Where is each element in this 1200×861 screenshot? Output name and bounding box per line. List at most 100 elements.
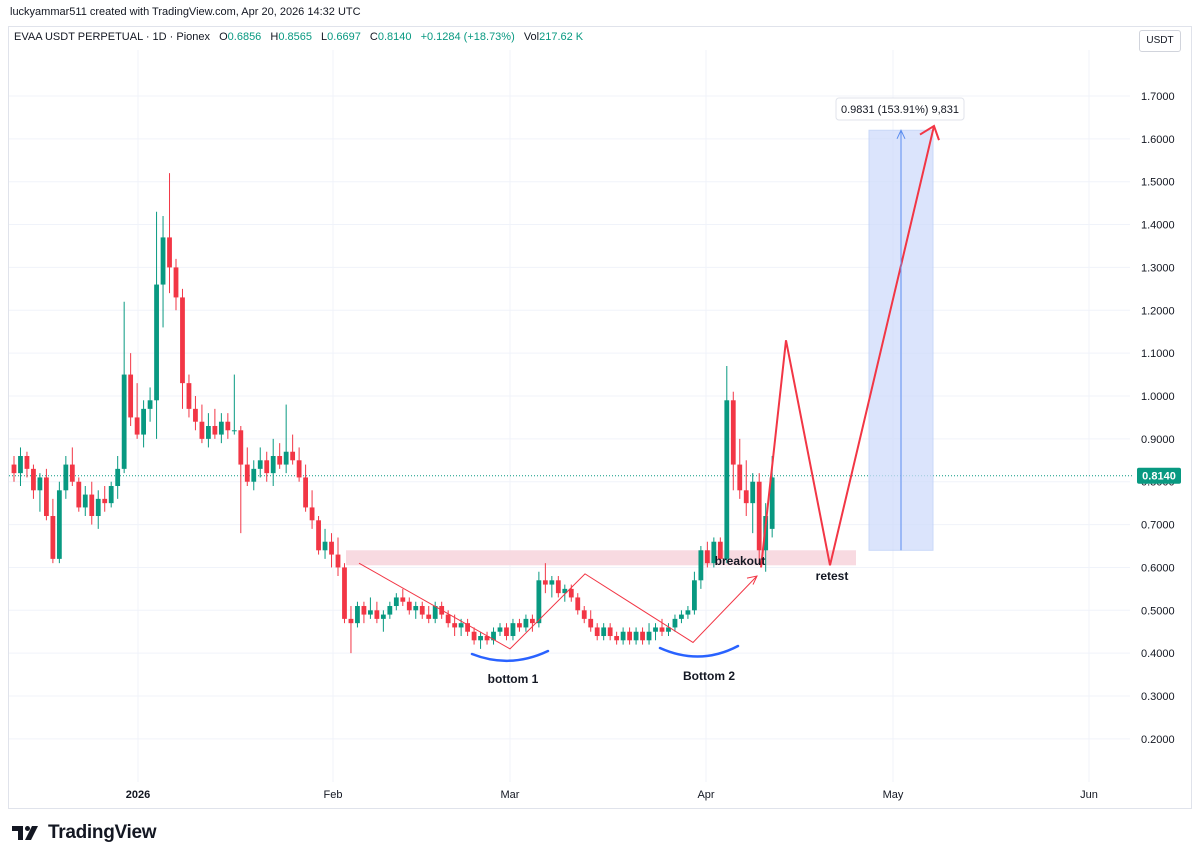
currency-button[interactable]: USDT xyxy=(1139,30,1181,52)
candle-body xyxy=(303,477,308,508)
candle-body xyxy=(238,430,244,465)
candle-body xyxy=(108,486,114,504)
candle-body xyxy=(128,374,134,418)
open-value: 0.6856 xyxy=(227,31,262,43)
chart-credit: luckyammar511 created with TradingView.c… xyxy=(10,6,361,18)
candle-body xyxy=(685,610,691,615)
logo-text: TradingView xyxy=(48,822,157,843)
candle-body xyxy=(737,464,743,491)
candle-body xyxy=(432,606,438,619)
candle-body xyxy=(400,597,406,602)
candle-body xyxy=(374,610,380,619)
candle-body xyxy=(102,498,108,504)
candle-body xyxy=(530,618,535,624)
candle-body xyxy=(193,408,198,422)
candle-body xyxy=(296,460,302,478)
retest-label: retest xyxy=(816,569,849,583)
candle-body xyxy=(620,631,626,641)
candle-body xyxy=(50,516,56,559)
low-value: 0.6697 xyxy=(327,31,361,43)
candle-body xyxy=(692,580,697,611)
candle-body xyxy=(277,456,283,465)
y-tick-label: 0.3000 xyxy=(1141,691,1175,703)
y-tick-label: 1.1000 xyxy=(1141,348,1175,360)
candle-body xyxy=(711,541,717,564)
change-value: +0.1284 (+18.73%) xyxy=(420,31,515,43)
candle-body xyxy=(180,297,185,384)
breakout-label: breakout xyxy=(715,554,766,568)
y-tick-label: 0.2000 xyxy=(1141,734,1175,746)
candle-body xyxy=(536,580,542,624)
candle-body xyxy=(413,606,419,611)
candle-body xyxy=(730,400,736,465)
x-tick-label: Feb xyxy=(324,789,343,801)
candle-body xyxy=(523,618,529,628)
candle-body xyxy=(743,490,749,504)
candle-body xyxy=(478,636,483,641)
y-tick-label: 0.6000 xyxy=(1141,562,1175,574)
candle-body xyxy=(368,610,373,615)
candle-body xyxy=(601,627,607,637)
projection-path xyxy=(760,125,935,568)
low-label: L xyxy=(321,31,328,43)
candle-body xyxy=(134,417,140,435)
candle-body xyxy=(562,588,568,594)
candle-body xyxy=(147,400,153,409)
candle-body xyxy=(471,631,477,641)
candle-body xyxy=(406,601,412,611)
tradingview-logo[interactable]: TradingView xyxy=(12,822,157,844)
candle-body xyxy=(329,541,334,555)
candle-body xyxy=(283,451,289,465)
candle-body xyxy=(264,460,270,474)
candle-body xyxy=(659,627,665,632)
candle-body xyxy=(458,623,464,628)
candle-body xyxy=(581,610,587,619)
candle-body xyxy=(756,481,762,551)
candle-body xyxy=(510,623,516,637)
target-label: 0.9831 (153.91%) 9,831 xyxy=(841,104,959,116)
candle-body xyxy=(44,477,49,517)
bottom2-label: Bottom 2 xyxy=(683,669,735,683)
y-tick-label: 1.4000 xyxy=(1141,220,1175,232)
candle-body xyxy=(361,606,367,615)
candle-body xyxy=(206,426,211,439)
candle-body xyxy=(704,550,710,564)
candle-body xyxy=(646,631,652,641)
symbol-name: EVAA USDT PERPETUAL · 1D · Pionex xyxy=(14,31,211,43)
candle-body xyxy=(698,550,704,581)
candle-body xyxy=(31,468,36,491)
x-tick-label: Jun xyxy=(1080,789,1098,801)
candle-body xyxy=(452,623,458,628)
chart-frame xyxy=(8,26,1192,809)
candle-body xyxy=(244,464,250,482)
y-tick-label: 0.5000 xyxy=(1141,605,1175,617)
candle-body xyxy=(497,627,503,632)
candle-body xyxy=(251,468,257,482)
candle-body xyxy=(173,267,179,298)
candle-body xyxy=(380,614,386,619)
candle-body xyxy=(484,636,490,641)
candle-body xyxy=(56,490,62,559)
candle-body xyxy=(24,456,30,469)
candle-body xyxy=(542,580,548,585)
candle-body xyxy=(426,614,432,619)
bottom1-label: bottom 1 xyxy=(488,672,539,686)
candle-body xyxy=(316,520,321,551)
y-tick-label: 1.6000 xyxy=(1141,134,1175,146)
candle-body xyxy=(160,237,166,285)
candle-body xyxy=(199,421,205,439)
target-box xyxy=(835,97,965,121)
candle-body xyxy=(63,464,69,491)
candle-body xyxy=(76,481,82,508)
resistance-zone xyxy=(346,550,856,566)
candle-body xyxy=(141,408,146,435)
bottom2-arc xyxy=(658,644,740,658)
candle-body xyxy=(504,627,509,637)
candle-body xyxy=(348,618,354,624)
candle-body xyxy=(445,614,451,624)
candle-body xyxy=(607,627,613,637)
candle-body xyxy=(672,618,678,628)
candle-body xyxy=(154,284,159,401)
volume-value: 217.62 K xyxy=(539,31,584,43)
